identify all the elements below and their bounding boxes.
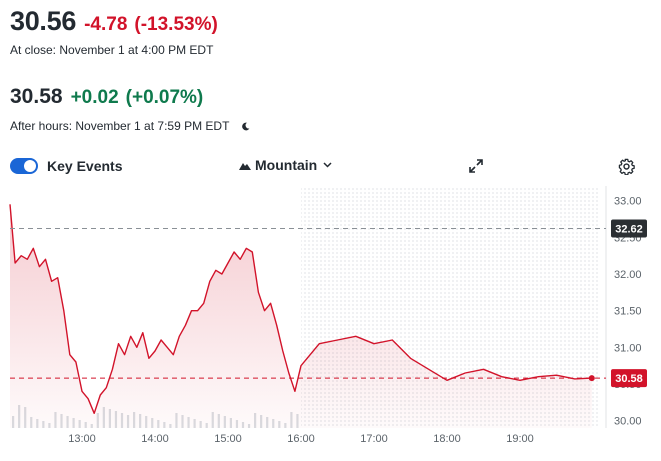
x-tick-label: 16:00	[287, 433, 315, 445]
y-tick-label: 31.50	[614, 306, 642, 318]
x-tick-label: 13:00	[68, 433, 96, 445]
after-hours-change-percent: (+0.07%)	[125, 87, 204, 108]
after-hours-change: +0.02	[70, 87, 119, 108]
chevron-down-icon	[323, 162, 332, 168]
y-tick-label: 31.00	[614, 342, 642, 354]
x-tick-label: 15:00	[214, 433, 242, 445]
current-price-label: 30.58	[615, 373, 643, 385]
close-price: 30.56	[10, 6, 77, 36]
previous-close-label: 32.62	[615, 224, 643, 236]
mountain-icon	[239, 162, 251, 170]
chart-type-dropdown[interactable]: Mountain	[239, 157, 332, 173]
close-timestamp: At close: November 1 at 4:00 PM EDT	[10, 43, 214, 57]
x-tick-label: 18:00	[433, 433, 461, 445]
key-events-label: Key Events	[47, 158, 123, 174]
moon-icon	[241, 122, 249, 131]
after-hours-quote-row: 30.58 +0.02 (+0.07%)	[10, 85, 203, 109]
price-area	[10, 204, 592, 428]
x-tick-label: 19:00	[506, 433, 534, 445]
previous-close-badge	[611, 219, 647, 238]
expand-icon[interactable]	[468, 158, 484, 174]
key-events-toggle[interactable]	[10, 158, 38, 174]
after-hours-timestamp-row: After hours: November 1 at 7:59 PM EDT	[10, 119, 250, 133]
chart-controls: Key Events Mountain	[0, 156, 661, 178]
close-change-percent: (-13.53%)	[134, 14, 218, 35]
y-tick-label: 30.00	[614, 416, 642, 428]
price-line	[9, 204, 592, 414]
close-change: -4.78	[84, 14, 128, 35]
current-price-badge	[611, 369, 647, 388]
toggle-knob	[24, 160, 36, 172]
after-hours-timestamp: After hours: November 1 at 7:59 PM EDT	[10, 119, 230, 133]
after-hours-price: 30.58	[10, 85, 63, 108]
chart-type-label: Mountain	[255, 157, 318, 173]
y-tick-label: 32.00	[614, 269, 642, 281]
y-tick-label: 33.00	[614, 196, 642, 208]
x-tick-label: 17:00	[360, 433, 388, 445]
close-quote-row: 30.56 -4.78 (-13.53%)	[10, 6, 218, 37]
gear-icon[interactable]	[618, 158, 635, 175]
last-price-dot	[588, 375, 595, 382]
x-tick-label: 14:00	[141, 433, 169, 445]
